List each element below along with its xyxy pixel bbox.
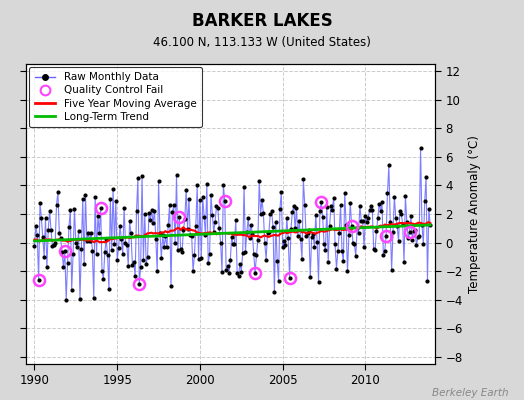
Y-axis label: Temperature Anomaly (°C): Temperature Anomaly (°C) <box>468 135 481 293</box>
Text: Berkeley Earth: Berkeley Earth <box>432 388 508 398</box>
Text: 46.100 N, 113.133 W (United States): 46.100 N, 113.133 W (United States) <box>153 36 371 49</box>
Legend: Raw Monthly Data, Quality Control Fail, Five Year Moving Average, Long-Term Tren: Raw Monthly Data, Quality Control Fail, … <box>29 67 202 127</box>
Text: BARKER LAKES: BARKER LAKES <box>192 12 332 30</box>
